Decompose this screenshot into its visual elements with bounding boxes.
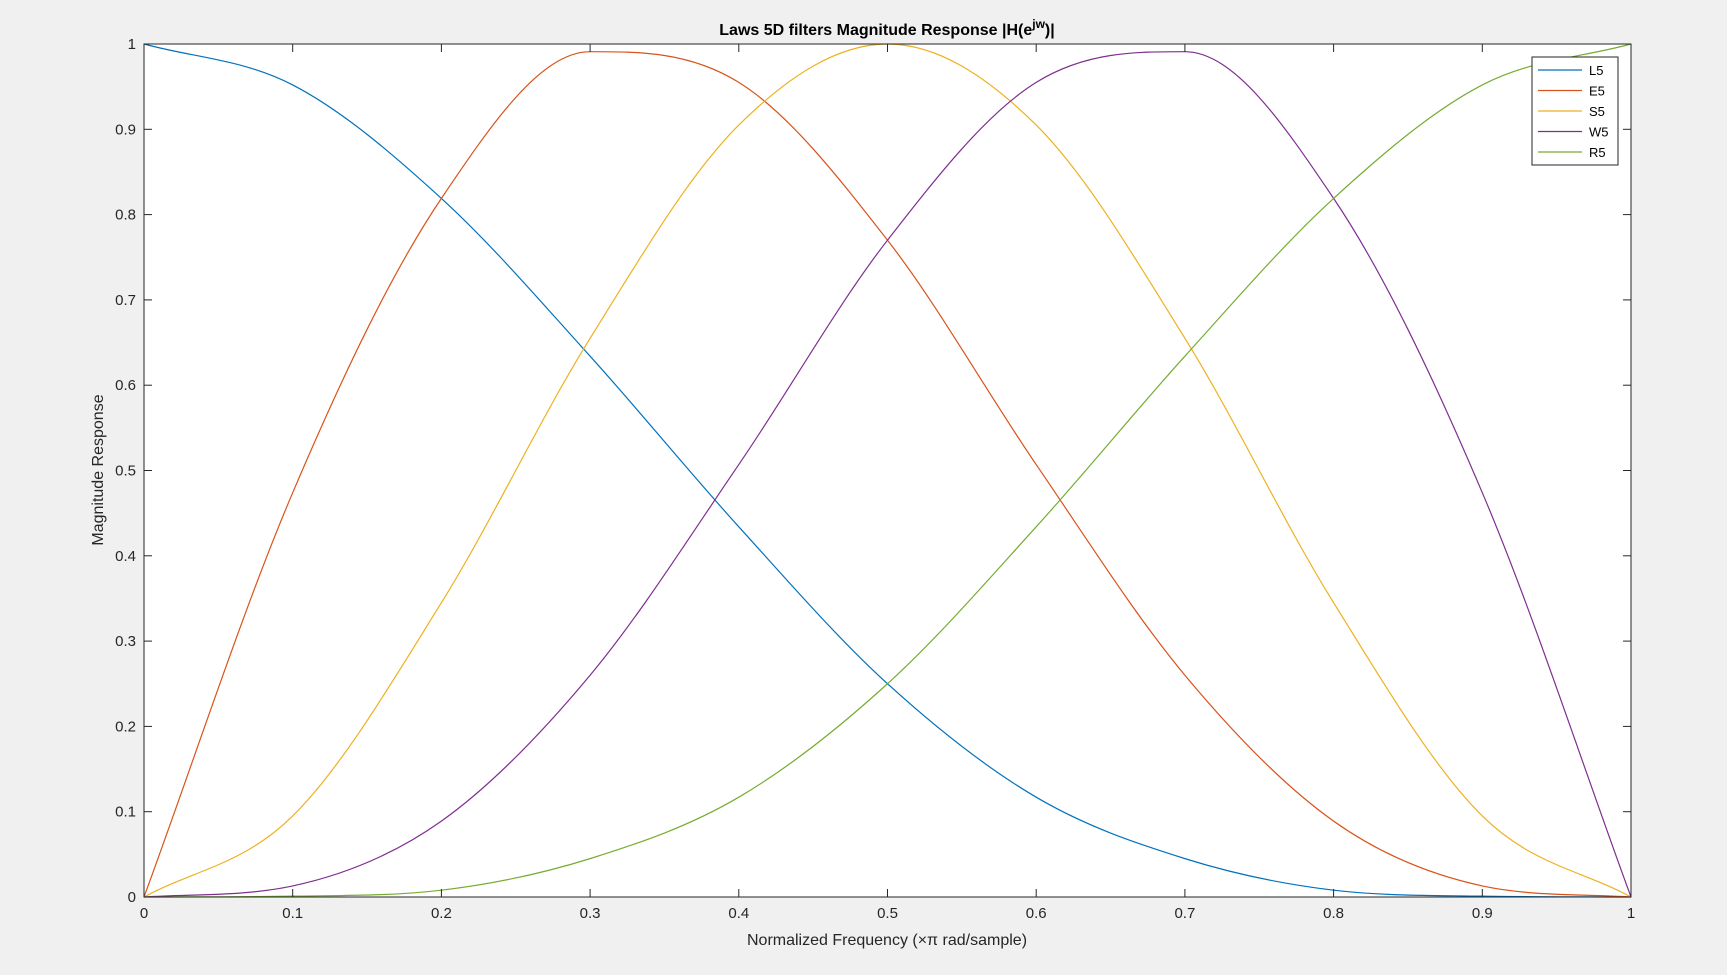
- chart-title-suffix: )|: [1045, 22, 1055, 39]
- x-tick-label: 0.2: [431, 905, 452, 922]
- legend: L5 E5 S5 W5 R5: [1531, 56, 1619, 166]
- x-tick-label: 0: [140, 905, 148, 922]
- legend-label-r5: R5: [1589, 145, 1606, 160]
- y-axis-label: Magnitude Response: [90, 394, 107, 545]
- legend-items: L5 E5 S5 W5 R5: [1538, 63, 1609, 160]
- x-axis-ticks: 0 0.1 0.2 0.3 0.4 0.5 0.6 0.7 0.8 0.9 1: [140, 44, 1635, 922]
- x-tick-label: 0.5: [877, 905, 898, 922]
- x-tick-label: 0.3: [580, 905, 601, 922]
- x-tick-label: 0.7: [1174, 905, 1195, 922]
- legend-label-l5: L5: [1589, 63, 1603, 78]
- x-tick-label: 0.6: [1026, 905, 1047, 922]
- x-tick-label: 1: [1627, 905, 1635, 922]
- series-line-r5: [143, 43, 1632, 898]
- y-tick-label: 0.9: [115, 121, 136, 138]
- y-tick-label: 0.7: [115, 292, 136, 309]
- y-tick-label: 1: [128, 36, 136, 53]
- y-tick-label: 0.5: [115, 463, 136, 480]
- series-line-w5: [143, 51, 1632, 898]
- x-axis-label: Normalized Frequency (×π rad/sample): [747, 932, 1027, 949]
- y-tick-label: 0.6: [115, 377, 136, 394]
- y-tick-label: 0.2: [115, 718, 136, 735]
- y-tick-label: 0.3: [115, 633, 136, 650]
- x-tick-label: 0.8: [1323, 905, 1344, 922]
- chart-title: Laws 5D filters Magnitude Response |H(ej…: [719, 17, 1054, 39]
- legend-label-e5: E5: [1589, 84, 1605, 99]
- chart-title-superscript: jw: [1031, 17, 1045, 31]
- plot-area: [144, 44, 1631, 897]
- legend-label-s5: S5: [1589, 104, 1605, 119]
- legend-label-w5: W5: [1589, 125, 1609, 140]
- x-tick-label: 0.4: [728, 905, 749, 922]
- x-tick-label: 0.1: [282, 905, 303, 922]
- y-tick-label: 0.8: [115, 207, 136, 224]
- y-tick-label: 0: [128, 889, 136, 906]
- series-line-l5: [143, 43, 1632, 898]
- x-tick-label: 0.9: [1472, 905, 1493, 922]
- y-axis-ticks: 0 0.1 0.2 0.3 0.4 0.5 0.6 0.7 0.8 0.9 1: [115, 36, 1631, 906]
- y-tick-label: 0.1: [115, 804, 136, 821]
- chart-title-prefix: Laws 5D filters Magnitude Response |H(e: [719, 22, 1032, 39]
- y-tick-label: 0.4: [115, 548, 136, 565]
- series-line-e5: [143, 51, 1632, 898]
